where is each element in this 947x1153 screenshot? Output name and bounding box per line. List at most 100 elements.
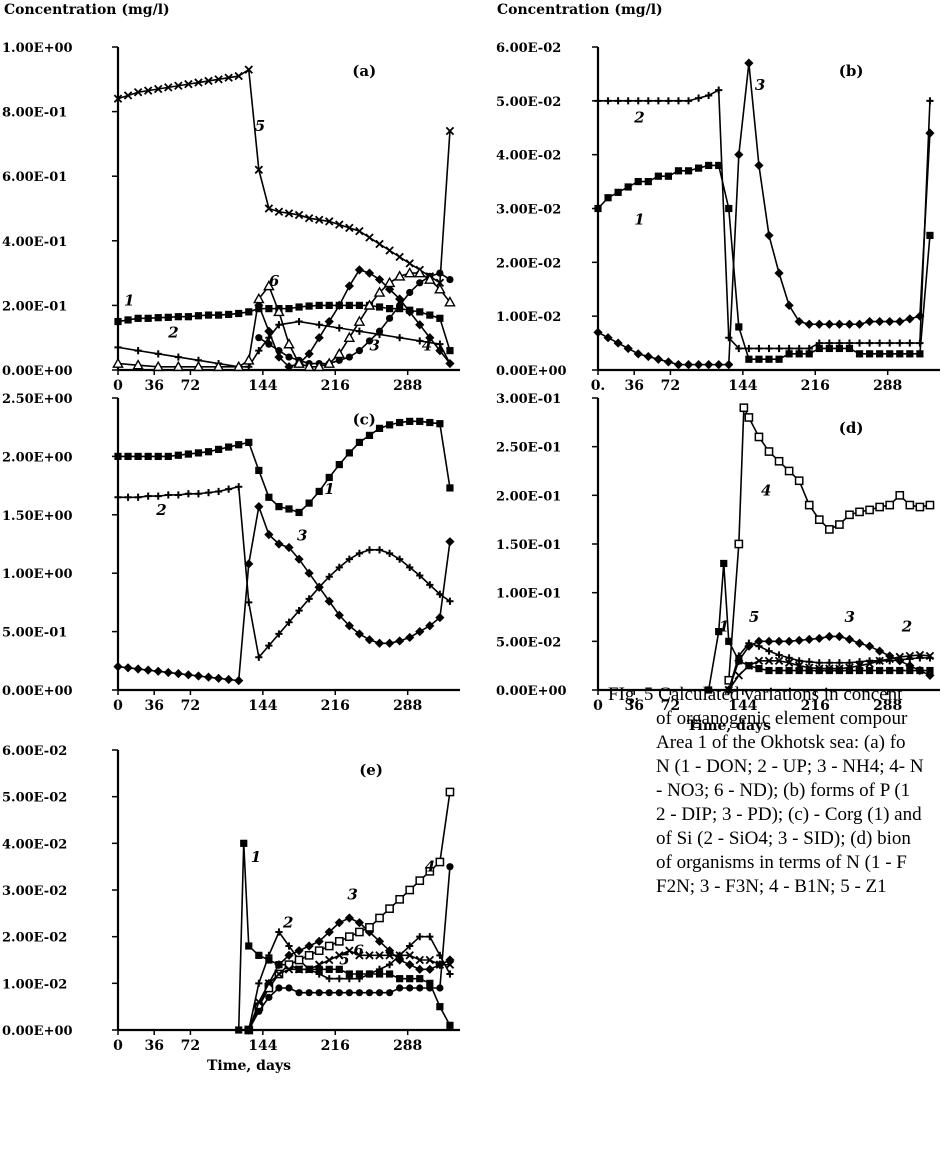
data-point	[133, 87, 143, 97]
data-point	[173, 669, 183, 679]
data-point	[916, 350, 924, 358]
data-point	[744, 58, 754, 68]
data-point	[604, 97, 612, 105]
y-tick-label: 6.00E-02	[496, 41, 561, 56]
data-point	[225, 310, 233, 319]
data-point	[355, 975, 364, 983]
data-point	[875, 502, 884, 512]
data-point	[735, 652, 743, 660]
data-point	[355, 989, 364, 997]
data-point	[245, 308, 253, 316]
data-point	[794, 316, 804, 327]
data-point	[325, 573, 333, 581]
data-point	[734, 150, 744, 160]
series-1	[705, 559, 934, 694]
x-tick-label: 0	[113, 378, 123, 394]
data-point	[446, 1021, 454, 1029]
data-point	[385, 305, 394, 313]
data-point	[405, 960, 415, 970]
data-point	[183, 670, 194, 680]
data-point	[314, 960, 324, 969]
y-tick-label: 8.00E-01	[2, 106, 67, 121]
data-point	[885, 316, 895, 327]
data-point	[184, 313, 193, 321]
y-tick-label: 2.00E-02	[2, 931, 67, 946]
data-point	[375, 913, 384, 923]
data-point	[416, 984, 424, 992]
data-point	[795, 350, 803, 358]
data-point	[444, 296, 456, 307]
data-point	[815, 666, 823, 675]
x-axis-title: Time, days	[207, 1058, 291, 1074]
data-point	[396, 334, 404, 342]
x-tick-label: 72	[181, 698, 200, 714]
data-point	[245, 438, 253, 446]
data-point	[344, 913, 354, 923]
data-point	[794, 661, 804, 670]
series-label: 1	[124, 291, 134, 309]
data-point	[132, 359, 144, 370]
data-point	[214, 445, 223, 453]
data-point	[805, 658, 813, 666]
data-point	[845, 339, 854, 347]
data-point	[304, 568, 314, 578]
data-point	[875, 316, 885, 327]
data-point	[446, 275, 454, 284]
data-point	[144, 492, 152, 500]
data-point	[415, 955, 425, 965]
data-point	[124, 316, 132, 324]
data-point	[735, 323, 743, 331]
data-point	[174, 451, 182, 459]
data-point	[383, 276, 396, 288]
data-point	[895, 316, 905, 327]
data-point	[254, 165, 264, 174]
data-point	[335, 220, 344, 229]
data-point	[345, 353, 353, 361]
data-point	[925, 500, 935, 510]
data-point	[834, 319, 845, 329]
data-point	[295, 303, 303, 311]
data-point	[134, 347, 142, 355]
data-point	[345, 975, 353, 983]
data-point	[345, 555, 353, 563]
data-point	[253, 292, 265, 304]
data-point	[720, 559, 728, 568]
data-point	[113, 94, 123, 103]
data-point	[242, 354, 255, 365]
data-point	[375, 327, 384, 335]
x-tick-label: 216	[801, 378, 830, 394]
data-point	[192, 360, 205, 372]
data-point	[684, 167, 693, 175]
data-point	[674, 167, 683, 175]
series-line	[597, 63, 931, 366]
data-point	[123, 663, 133, 673]
data-point	[235, 483, 243, 491]
data-point	[395, 252, 404, 262]
data-point	[345, 946, 354, 955]
data-point	[264, 326, 274, 336]
y-tick-label: 5.00E-02	[2, 791, 67, 806]
data-point	[143, 86, 153, 95]
data-point	[345, 301, 353, 309]
x-tick-label: 144	[248, 1038, 277, 1054]
data-point	[926, 97, 934, 105]
data-point	[754, 636, 764, 646]
data-point	[255, 334, 263, 342]
data-point	[265, 951, 273, 959]
data-point	[385, 246, 394, 255]
data-point	[916, 654, 924, 662]
data-point	[154, 452, 162, 460]
y-tick-label: 0.00E+00	[2, 1024, 73, 1039]
data-point	[335, 563, 343, 571]
data-point	[406, 563, 414, 571]
data-point	[275, 928, 283, 936]
data-point	[374, 274, 385, 285]
data-point	[446, 970, 454, 978]
data-point	[184, 79, 193, 89]
data-point	[385, 951, 394, 960]
data-point	[825, 525, 834, 534]
panel-title: (b)	[839, 62, 864, 80]
data-point	[804, 500, 814, 510]
x-tick-label: 72	[661, 378, 680, 394]
data-point	[234, 676, 244, 686]
